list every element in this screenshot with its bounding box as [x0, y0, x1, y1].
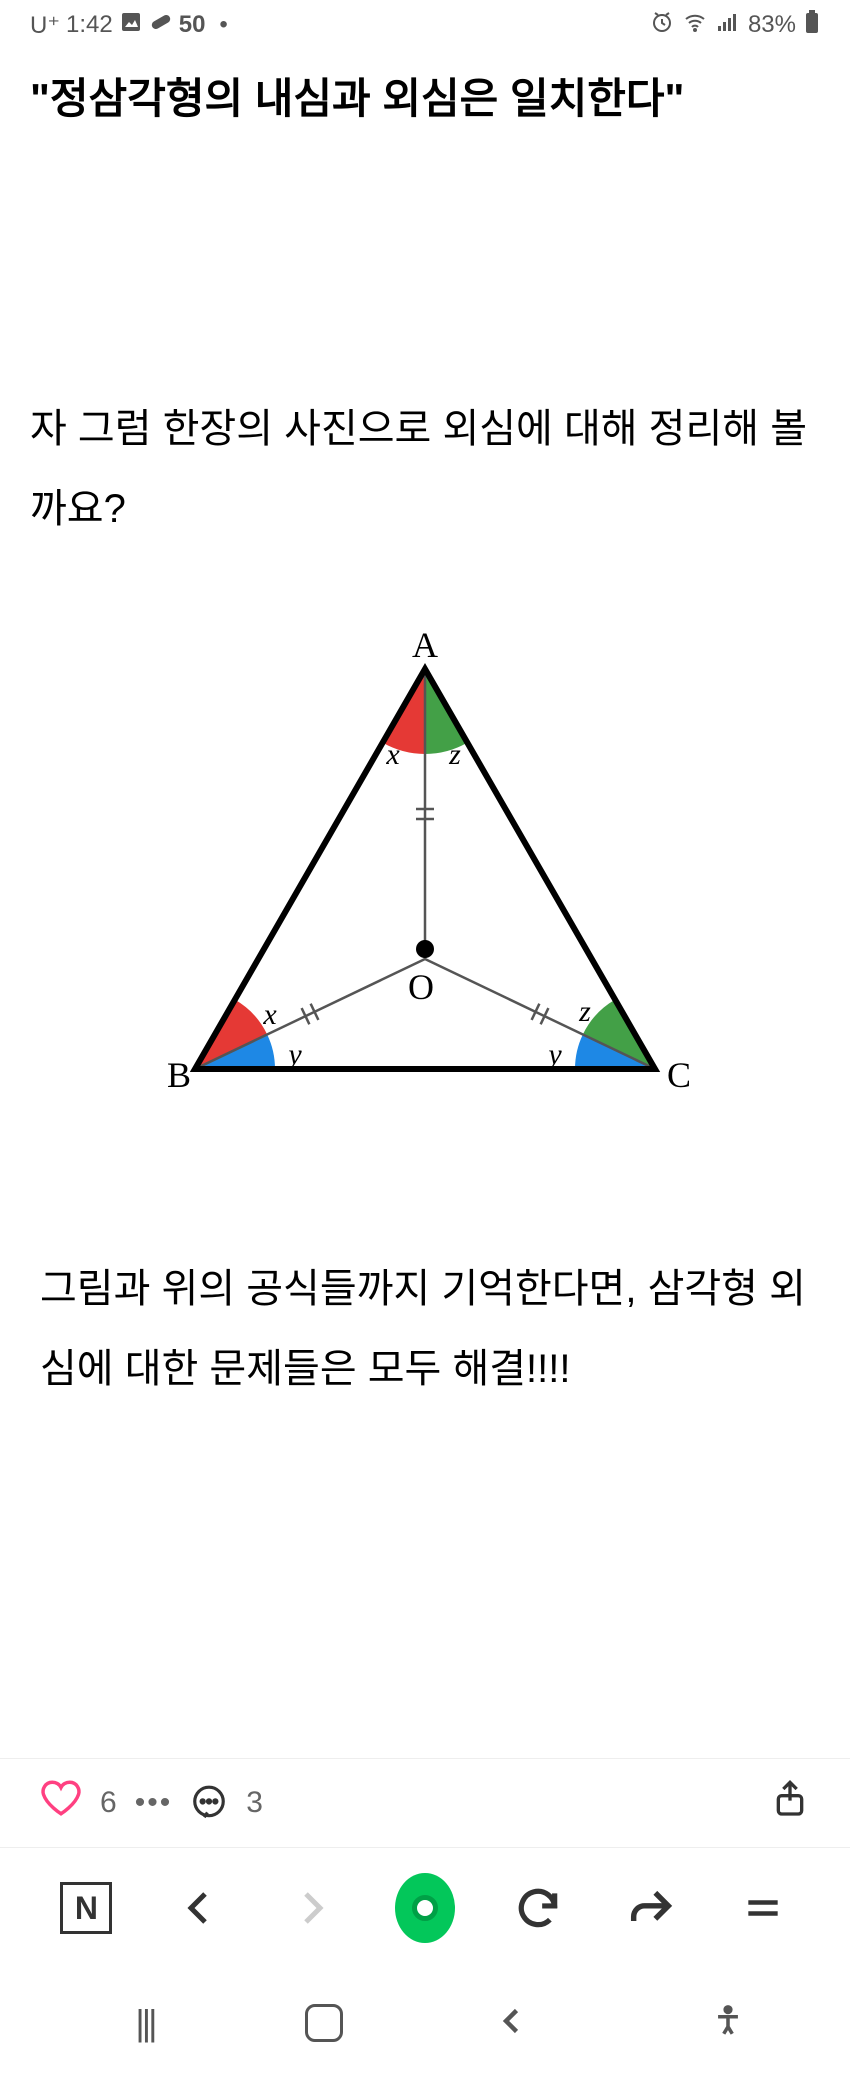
page-title: "정삼각형의 내심과 외심은 일치한다": [30, 70, 820, 129]
browser-bar: N: [0, 1848, 850, 1968]
more-dots[interactable]: •••: [135, 1786, 173, 1820]
svg-text:C: C: [667, 1055, 691, 1095]
svg-text:z: z: [578, 995, 591, 1028]
diagram-container: ABCOxzxyyz: [30, 629, 820, 1129]
carrier-label: U⁺: [30, 11, 60, 40]
refresh-icon[interactable]: [508, 1878, 568, 1938]
gallery-icon: [119, 10, 143, 41]
triangle-diagram: ABCOxzxyyz: [105, 629, 745, 1129]
home-icon[interactable]: [305, 2004, 343, 2042]
svg-text:x: x: [385, 738, 400, 771]
status-right: 83%: [650, 10, 820, 41]
svg-text:y: y: [545, 1038, 562, 1071]
recents-icon[interactable]: |||: [135, 2002, 154, 2044]
back-nav-icon[interactable]: [494, 2003, 530, 2044]
naver-logo[interactable]: N: [56, 1878, 116, 1938]
menu-icon[interactable]: [733, 1878, 793, 1938]
home-circle[interactable]: [395, 1878, 455, 1938]
share-forward-icon[interactable]: [621, 1878, 681, 1938]
wifi-icon: [682, 10, 708, 41]
system-nav-bar: |||: [0, 1968, 850, 2078]
like-icon[interactable]: [40, 1777, 82, 1829]
svg-text:x: x: [262, 998, 277, 1031]
svg-text:O: O: [408, 967, 434, 1007]
content-area: "정삼각형의 내심과 외심은 일치한다" 자 그럼 한장의 사진으로 외심에 대…: [0, 50, 850, 1758]
status-dot: •: [219, 11, 227, 39]
status-bar: U⁺ 1:42 50 • 83%: [0, 0, 850, 50]
footer-text: 그림과 위의 공식들까지 기억한다면, 삼각형 외심에 대한 문제들은 모두 해…: [30, 1249, 820, 1409]
svg-text:y: y: [285, 1038, 302, 1071]
svg-text:z: z: [448, 738, 461, 771]
naver-n: N: [75, 1890, 98, 1927]
question-text: 자 그럼 한장의 사진으로 외심에 대해 정리해 볼까요?: [30, 389, 820, 549]
notif-count: 50: [179, 11, 206, 39]
engagement-bar: 6 ••• 3: [0, 1758, 850, 1848]
signal-icon: [716, 10, 740, 41]
forward-icon[interactable]: [282, 1878, 342, 1938]
battery-icon: [804, 10, 820, 41]
time-label: 1:42: [66, 11, 113, 39]
svg-text:B: B: [167, 1055, 191, 1095]
share-icon[interactable]: [770, 1777, 810, 1829]
pill-icon: [149, 10, 173, 41]
accessibility-icon[interactable]: [711, 2004, 745, 2043]
comment-icon[interactable]: [190, 1784, 228, 1822]
battery-label: 83%: [748, 11, 796, 39]
status-left: U⁺ 1:42 50 •: [30, 10, 228, 41]
svg-text:A: A: [412, 629, 438, 665]
back-icon[interactable]: [169, 1878, 229, 1938]
like-count: 6: [100, 1786, 117, 1820]
comment-count: 3: [246, 1786, 263, 1820]
engagement-left: 6 ••• 3: [40, 1777, 263, 1829]
alarm-icon: [650, 10, 674, 41]
